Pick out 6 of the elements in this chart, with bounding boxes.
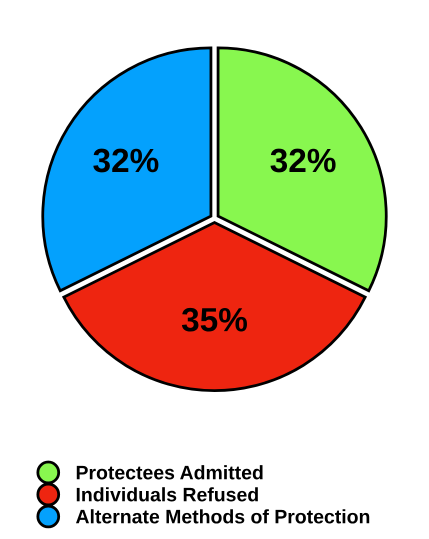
data-label: 32%: [93, 148, 158, 172]
data-label: 32%: [270, 148, 336, 172]
legend-label: Protectees Admitted: [76, 465, 263, 480]
data-label: 35%: [182, 308, 247, 332]
legend-label: Individuals Refused: [76, 487, 258, 502]
legend-label: Alternate Methods of Protection: [76, 509, 370, 524]
